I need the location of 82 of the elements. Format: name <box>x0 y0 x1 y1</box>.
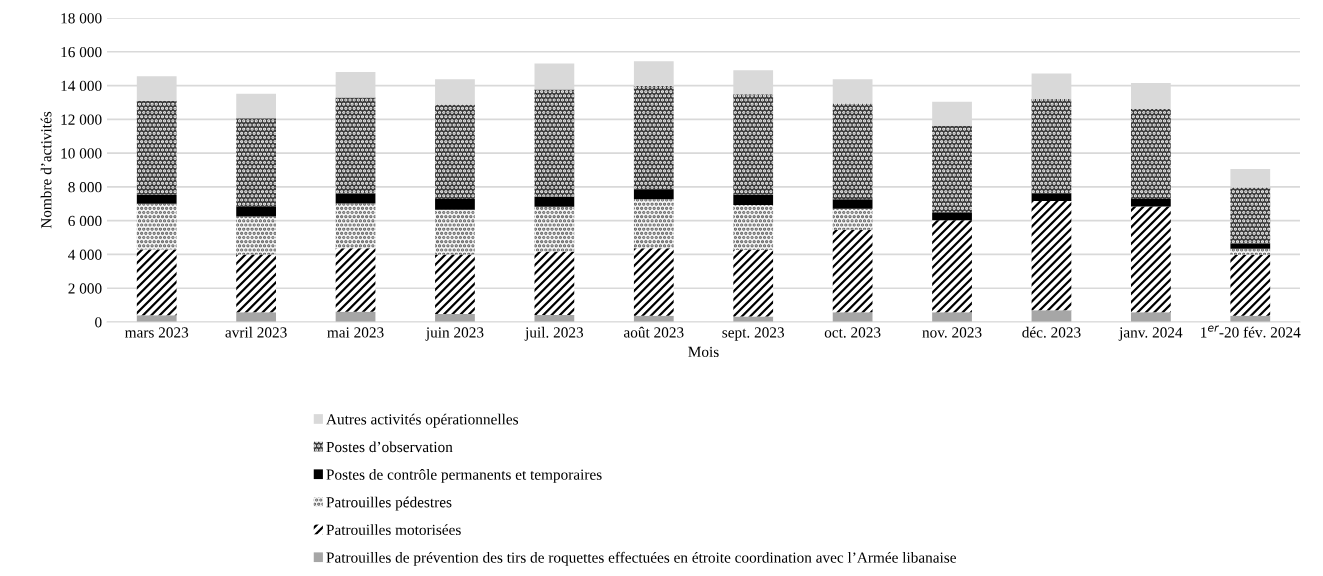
bar <box>733 316 774 322</box>
x-tick-label: mai 2023 <box>327 327 384 338</box>
bar <box>236 118 277 207</box>
y-tick-label: 2 000 <box>68 283 102 294</box>
bar <box>633 199 674 249</box>
bar <box>534 196 575 207</box>
bar <box>1130 109 1171 199</box>
y-tick-label: 10 000 <box>61 148 102 159</box>
x-tick-label: août 2023 <box>623 326 684 338</box>
x-tick-label: juin 2023 <box>425 327 484 341</box>
bar <box>1230 187 1271 244</box>
bar <box>1130 312 1171 322</box>
bar <box>832 103 873 200</box>
x-tick-label: mars 2023 <box>124 327 189 338</box>
legend-label: Postes de contrôle permanents et temporaires <box>326 468 602 483</box>
y-tick-label: 0 <box>95 317 102 328</box>
bar <box>932 220 972 313</box>
x-tick-label: déc. 2023 <box>1022 326 1081 338</box>
bar <box>534 206 575 252</box>
y-tick-label: 8 000 <box>68 182 102 193</box>
x-axis-title: Mois <box>688 346 719 358</box>
legend-label: Postes d’observation <box>326 441 453 453</box>
bar <box>1130 198 1171 207</box>
y-tick-label: 14 000 <box>61 80 102 92</box>
bar <box>1130 206 1171 313</box>
bar <box>733 94 774 195</box>
bar <box>136 100 177 195</box>
bar <box>932 212 972 221</box>
bar <box>534 89 575 197</box>
bar <box>1031 193 1072 201</box>
legend-label: Patrouilles pédestres <box>326 496 452 511</box>
bar <box>435 198 475 210</box>
bar <box>435 209 475 255</box>
y-tick-label: 16 000 <box>61 46 102 58</box>
bar <box>733 249 774 317</box>
bar <box>335 248 376 312</box>
x-tick-label: oct. 2023 <box>824 327 881 338</box>
bar <box>435 254 475 315</box>
bar <box>832 208 873 230</box>
bar <box>733 204 774 250</box>
bar <box>633 86 674 190</box>
bar <box>136 194 177 204</box>
bar <box>335 97 376 194</box>
bar <box>633 189 674 200</box>
y-tick-label: 6 000 <box>68 215 102 227</box>
x-tick-label: juil. 2023 <box>524 326 584 341</box>
bar <box>136 249 177 316</box>
bar <box>435 104 475 199</box>
bar <box>832 229 873 313</box>
bar <box>832 312 873 322</box>
legend-label: Patrouilles motorisées <box>326 524 461 535</box>
x-tick-label: sept. 2023 <box>722 327 785 341</box>
bar <box>832 199 873 209</box>
y-tick-label: 12 000 <box>61 114 102 125</box>
bar <box>633 248 674 316</box>
bar <box>335 193 376 204</box>
bar <box>236 312 277 322</box>
x-tick-label: 1$^{er}$-20 fév. 2024 <box>1201 325 1301 338</box>
bar <box>932 312 972 322</box>
bar <box>1230 243 1271 249</box>
bar <box>236 216 277 255</box>
bar <box>1031 99 1072 194</box>
bar <box>236 93 277 119</box>
bar <box>136 203 177 250</box>
bar <box>1230 254 1271 316</box>
bar <box>1031 200 1072 311</box>
bar <box>236 206 277 217</box>
x-tick-label: avril 2023 <box>225 326 287 338</box>
y-axis-title: Nombre d’activités <box>40 111 52 229</box>
y-tick-label: 4 000 <box>68 249 102 260</box>
bar <box>1230 248 1271 255</box>
legend-label: Patrouilles de prévention des tirs de roquettes effectuées en étroite coordination avec l’Armée libanaise <box>326 551 956 566</box>
legend-label: Autres activités opérationnelles <box>326 413 519 428</box>
bar <box>236 254 277 313</box>
bar <box>733 194 774 205</box>
y-tick-label: 18 000 <box>61 13 102 24</box>
bar <box>534 251 575 316</box>
bar <box>932 126 972 213</box>
bar <box>1031 310 1072 322</box>
x-tick-label: nov. 2023 <box>922 327 982 338</box>
x-tick-label: janv. 2024 <box>1118 327 1183 341</box>
bar <box>335 203 376 249</box>
